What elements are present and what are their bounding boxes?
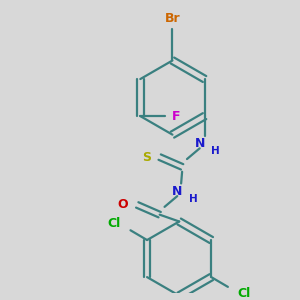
Text: Cl: Cl bbox=[238, 287, 251, 300]
Text: H: H bbox=[189, 194, 198, 204]
Text: S: S bbox=[142, 151, 151, 164]
Text: N: N bbox=[194, 137, 205, 150]
Text: O: O bbox=[118, 198, 128, 212]
Text: H: H bbox=[212, 146, 220, 156]
Text: N: N bbox=[172, 185, 182, 198]
Text: Br: Br bbox=[165, 12, 180, 26]
Text: Cl: Cl bbox=[107, 217, 121, 230]
Text: F: F bbox=[172, 110, 180, 123]
